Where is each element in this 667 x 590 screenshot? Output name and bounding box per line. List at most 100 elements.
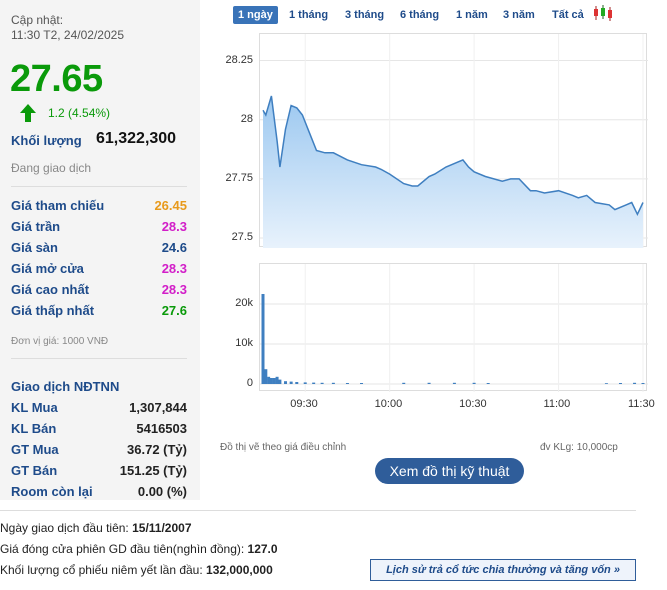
volume-axis-tick: 10k	[235, 337, 253, 349]
tab-period[interactable]: 1 tháng	[289, 9, 329, 21]
listing-info-row: Giá đóng cửa phiên GD đầu tiên(nghìn đồn…	[0, 542, 278, 556]
volume-chart-panel	[259, 263, 648, 392]
price-row-value: 26.45	[154, 198, 187, 213]
volume-bar	[312, 382, 316, 384]
volume-bar	[275, 376, 279, 384]
tab-period[interactable]: Tất cả	[552, 9, 584, 21]
candlestick-icon[interactable]	[593, 5, 613, 21]
volume-bar	[267, 376, 271, 384]
volume-bar	[402, 382, 406, 384]
price-area	[263, 96, 643, 248]
time-axis-tick: 10:00	[374, 398, 403, 410]
price-row: Giá cao nhất 28.3	[11, 282, 187, 300]
update-time: 11:30 T2, 24/02/2025	[11, 28, 124, 42]
price-row-label: Giá mở cửa	[11, 261, 84, 276]
foreign-row-label: GT Bán	[11, 463, 58, 478]
quote-panel	[0, 0, 200, 500]
tab-period[interactable]: 1 ngày	[233, 6, 278, 24]
divider	[11, 358, 187, 359]
price-row-value: 28.3	[161, 261, 187, 276]
volume-bar	[264, 369, 268, 384]
volume-bar	[303, 382, 307, 384]
price-row: Giá trần 28.3	[11, 219, 187, 237]
foreign-row: Room còn lại 0.00 (%)	[11, 484, 187, 502]
price-row-value: 28.3	[161, 219, 187, 234]
price-row-value: 28.3	[161, 282, 187, 297]
price-row: Giá mở cửa 28.3	[11, 261, 187, 279]
volume-axis-tick: 0	[246, 377, 253, 389]
foreign-row: GT Mua 36.72 (Tỷ)	[11, 442, 187, 460]
foreign-row: KL Bán 5416503	[11, 421, 187, 439]
volume-bar	[272, 378, 276, 384]
volume-value: 61,322,300	[96, 130, 177, 147]
price-row-label: Giá trần	[11, 219, 61, 234]
volume-bar	[261, 294, 265, 384]
price-axis-tick: 28	[240, 112, 253, 125]
price-line	[262, 95, 644, 217]
foreign-row-value: 0.00 (%)	[137, 484, 187, 499]
price-row-label: Giá cao nhất	[11, 282, 90, 297]
price-axis-tick: 28.25	[225, 53, 253, 66]
volume-bar	[269, 378, 273, 384]
foreign-row-label: KL Bán	[11, 421, 57, 436]
listing-info-value: 15/11/2007	[132, 521, 192, 535]
dividend-history-button[interactable]: Lịch sử trả cổ tức chia thưởng và tăng v…	[370, 559, 636, 581]
volume-bar	[641, 383, 645, 384]
listing-info	[0, 510, 636, 511]
foreign-row-value: 151.25 (Tỷ)	[119, 463, 187, 478]
volume-bar	[295, 382, 299, 384]
foreign-row-value: 5416503	[136, 421, 187, 436]
volume-label: Khối lượng	[11, 133, 82, 148]
foreign-row: GT Bán 151.25 (Tỷ)	[11, 463, 187, 481]
volume-bar	[284, 381, 288, 384]
listing-info-value: 127.0	[247, 542, 278, 556]
foreign-row-label: KL Mua	[11, 400, 58, 415]
foreign-row-label: Room còn lại	[11, 484, 93, 499]
foreign-title-row: Giao dịch NĐTNN	[11, 379, 187, 397]
price-row-label: Giá sàn	[11, 240, 58, 255]
trading-status: Đang giao dịch	[11, 161, 92, 175]
price-row-label: Giá thấp nhất	[11, 303, 95, 318]
listing-info-row: Khối lượng cổ phiếu niêm yết lần đầu: 13…	[0, 563, 273, 577]
tab-period[interactable]: 3 năm	[503, 9, 535, 21]
price-axis-tick: 27.75	[225, 171, 253, 184]
technical-chart-button[interactable]: Xem đồ thị kỹ thuật	[375, 458, 524, 484]
current-price: 27.65	[10, 58, 103, 100]
adjusted-note: Đồ thị vẽ theo giá điều chỉnh	[220, 442, 347, 453]
volume-unit-note: đv KLg: 10,000cp	[540, 442, 618, 453]
volume-bar	[633, 382, 637, 384]
price-chart-panel	[259, 33, 648, 248]
tab-period[interactable]: 6 tháng	[400, 9, 440, 21]
volume-bar	[331, 382, 335, 384]
price-row: Giá sàn 24.6	[11, 240, 187, 258]
volume-bar	[427, 382, 431, 384]
foreign-row-label: GT Mua	[11, 442, 59, 457]
listing-info-label: Giá đóng cửa phiên GD đầu tiên(nghìn đồn…	[0, 542, 248, 556]
arrow-up-icon	[20, 104, 36, 122]
foreign-row-value: 1,307,844	[129, 400, 187, 415]
price-row: Giá tham chiếu 26.45	[11, 198, 187, 216]
volume-bar	[618, 383, 622, 384]
listing-info-row: Ngày giao dịch đầu tiên: 15/11/2007	[0, 521, 192, 535]
price-row-value: 24.6	[161, 240, 187, 255]
unit-note: Đơn vị giá: 1000 VNĐ	[11, 336, 109, 347]
divider	[11, 186, 187, 187]
price-row: Giá thấp nhất 27.6	[11, 303, 187, 321]
volume-chart	[260, 264, 648, 392]
volume-bar	[604, 383, 608, 384]
price-row-label: Giá tham chiếu	[11, 198, 105, 213]
price-change: 1.2 (4.54%)	[48, 106, 111, 120]
tab-period[interactable]: 3 tháng	[345, 9, 385, 21]
update-label: Cập nhật:	[11, 13, 64, 27]
time-axis-tick: 10:30	[459, 398, 487, 410]
tab-period[interactable]: 1 năm	[456, 9, 488, 21]
foreign-row: KL Mua 1,307,844	[11, 400, 187, 418]
volume-bar	[345, 383, 349, 384]
volume-bar	[486, 383, 490, 384]
time-axis-tick: 09:30	[290, 398, 318, 410]
volume-bar	[278, 379, 282, 384]
price-chart	[260, 34, 648, 248]
volume-bar	[289, 381, 293, 384]
listing-info-label: Khối lượng cổ phiếu niêm yết lần đầu:	[0, 563, 207, 577]
foreign-row-value: 36.72 (Tỷ)	[127, 442, 187, 457]
